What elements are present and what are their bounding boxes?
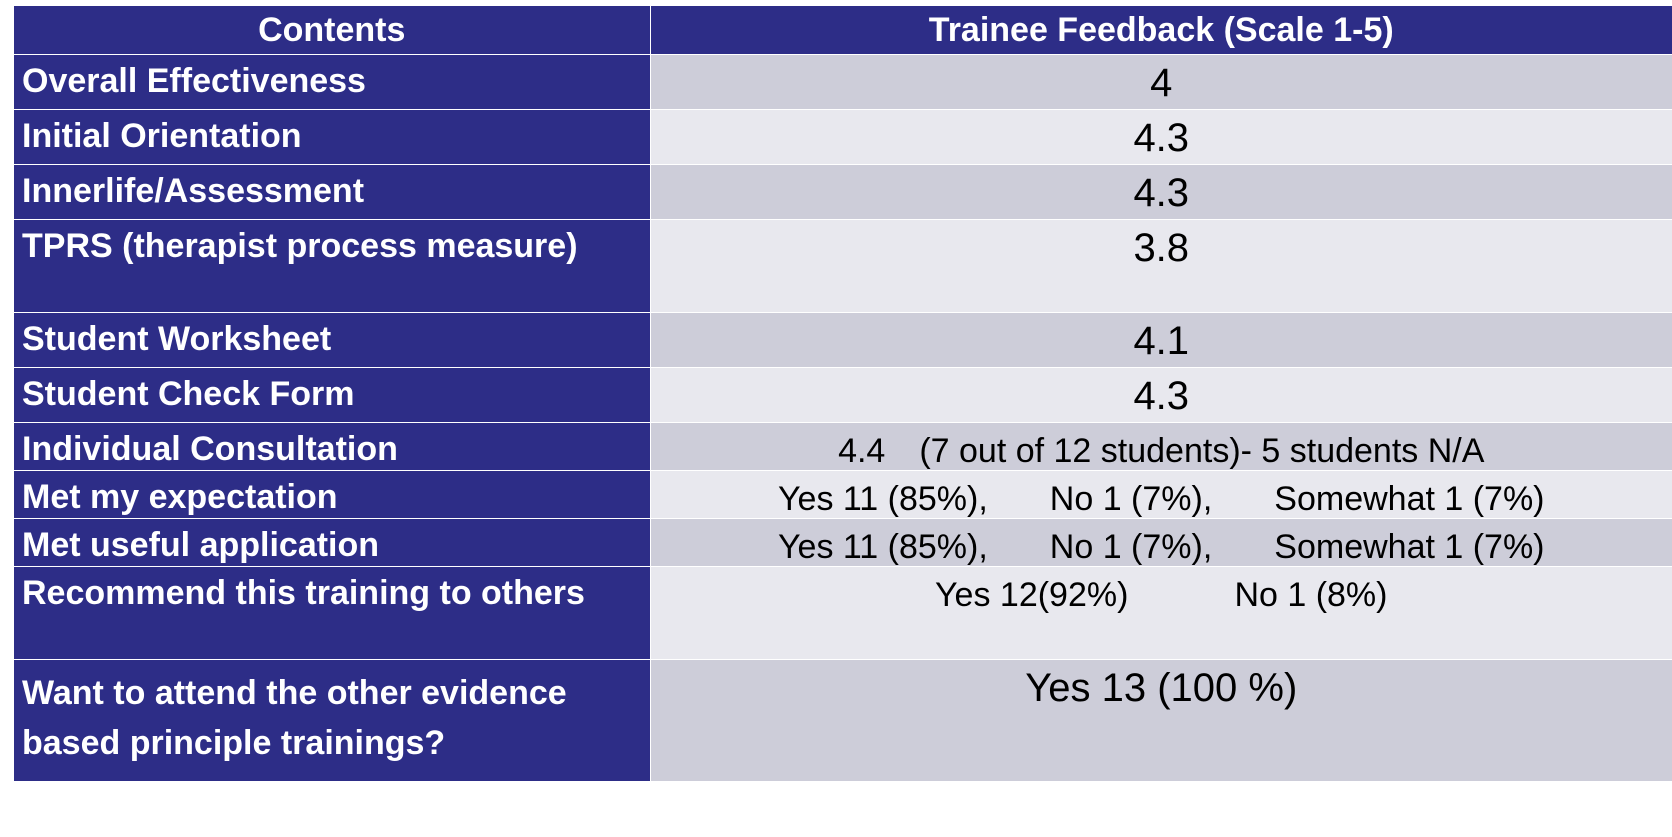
row-value: Yes 13 (100 %) <box>650 659 1672 782</box>
row-value: Yes 11 (85%), No 1 (7%), Somewhat 1 (7%) <box>650 470 1672 519</box>
row-label: Met my expectation <box>14 470 651 519</box>
table-header-row: Contents Trainee Feedback (Scale 1-5) <box>14 6 1672 55</box>
row-value: 4.4 (7 out of 12 students)- 5 students N/… <box>650 422 1672 471</box>
value-part: No 1 (7%), <box>1049 480 1213 518</box>
table-row: Innerlife/Assessment 4.3 <box>14 164 1672 220</box>
row-label: TPRS (therapist process measure) <box>14 219 651 313</box>
row-value: 3.8 <box>650 219 1672 313</box>
table-row: Student Worksheet 4.1 <box>14 312 1672 368</box>
value-part: Yes 11 (85%), <box>777 480 988 518</box>
row-label-line: Want to attend the other evidence <box>22 674 567 712</box>
table-row: Met useful application Yes 11 (85%), No 1… <box>14 518 1672 567</box>
table-row: TPRS (therapist process measure) 3.8 <box>14 219 1672 313</box>
value-part: Yes 12(92%) <box>935 576 1129 614</box>
value-part: No 1 (7%), <box>1049 528 1213 566</box>
table-row: Recommend this training to others Yes 12… <box>14 566 1672 660</box>
feedback-table: Contents Trainee Feedback (Scale 1-5) Ov… <box>14 6 1672 782</box>
table-row: Individual Consultation 4.4 (7 out of 12 … <box>14 422 1672 471</box>
table-row: Met my expectation Yes 11 (85%), No 1 (7%… <box>14 470 1672 519</box>
value-part: (7 out of 12 students)- 5 students N/A <box>919 432 1485 470</box>
row-label: Individual Consultation <box>14 422 651 471</box>
row-value: Yes 11 (85%), No 1 (7%), Somewhat 1 (7%) <box>650 518 1672 567</box>
value-part: 4.4 <box>838 432 886 470</box>
row-label: Met useful application <box>14 518 651 567</box>
table-row: Overall Effectiveness 4 <box>14 54 1672 110</box>
feedback-table-container: Contents Trainee Feedback (Scale 1-5) Ov… <box>14 6 1672 782</box>
row-label: Recommend this training to others <box>14 566 651 660</box>
row-label: Student Check Form <box>14 367 651 423</box>
row-label: Want to attend the other evidence based p… <box>14 659 651 782</box>
row-label: Initial Orientation <box>14 109 651 165</box>
value-part: No 1 (8%) <box>1234 576 1388 614</box>
header-contents: Contents <box>14 6 650 55</box>
row-value: 4.3 <box>650 164 1672 220</box>
row-value: Yes 12(92%) No 1 (8%) <box>650 566 1672 660</box>
row-label: Innerlife/Assessment <box>14 164 651 220</box>
row-value: 4.3 <box>650 109 1672 165</box>
table-row: Initial Orientation 4.3 <box>14 109 1672 165</box>
table-row: Student Check Form 4.3 <box>14 367 1672 423</box>
row-label: Student Worksheet <box>14 312 651 368</box>
row-value: 4 <box>650 54 1672 110</box>
row-label-line: based principle trainings? <box>22 724 446 762</box>
value-part: Somewhat 1 (7%) <box>1274 480 1545 518</box>
value-part: Yes 11 (85%), <box>777 528 988 566</box>
row-value: 4.3 <box>650 367 1672 423</box>
row-value: 4.1 <box>650 312 1672 368</box>
header-trainee-feedback: Trainee Feedback (Scale 1-5) <box>649 6 1672 55</box>
value-part: Somewhat 1 (7%) <box>1274 528 1545 566</box>
row-label: Overall Effectiveness <box>14 54 651 110</box>
table-row: Want to attend the other evidence based p… <box>14 659 1672 782</box>
